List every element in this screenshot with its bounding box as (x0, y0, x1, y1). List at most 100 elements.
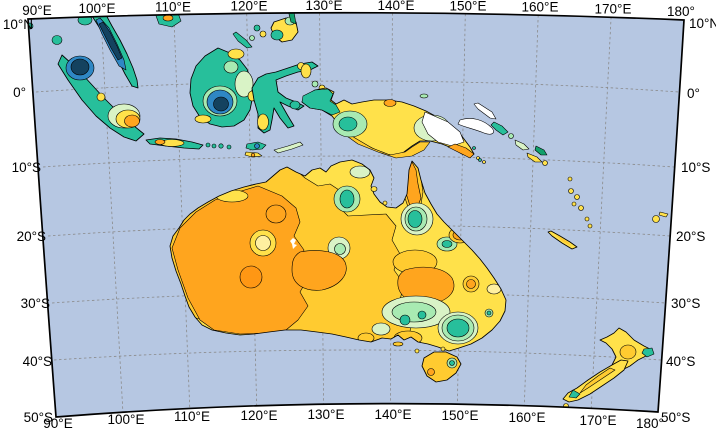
island-dot (478, 158, 482, 162)
viti-levu (652, 215, 660, 223)
new-zealand (562, 327, 655, 409)
gulf-coast-bit (51, 35, 63, 45)
top-axis-label-170e: 170°E (595, 2, 632, 17)
centre-mint-core (334, 243, 346, 255)
island-dot (587, 223, 593, 229)
right-axis-label-0: 0° (687, 86, 700, 101)
meridian-100e (100, 16, 124, 412)
left-axis-label-0: 0° (13, 85, 26, 100)
sumatra (57, 54, 196, 142)
left-axis-label-30s: 30°S (21, 296, 50, 311)
qld-teal-core (407, 210, 423, 228)
mindanao-teal (270, 29, 284, 41)
new-britain (457, 118, 494, 135)
buru (289, 100, 301, 110)
nsw-coast-teal (446, 318, 470, 338)
parallel-0 (35, 80, 680, 93)
palawan-sliver (232, 31, 253, 49)
meridian-150e (456, 13, 466, 407)
malay-peninsula (91, 12, 139, 89)
bougainville (490, 121, 509, 136)
solomon-dark-sliver (534, 145, 548, 156)
nz-east-cape-teal (641, 347, 655, 358)
nodata-zigzag (290, 238, 297, 249)
bottom-axis-label-180: 180° (636, 416, 664, 431)
topend-teal-core (339, 189, 355, 209)
sumba-orange-dot (250, 152, 256, 158)
vic-pale-green (371, 322, 391, 336)
island-dot (259, 30, 267, 38)
malay-navy-core (98, 21, 123, 61)
borneo-ne-mint (223, 60, 239, 74)
bottom-axis-label-160e: 160°E (509, 410, 546, 425)
left-axis-label-10n: 10°N (3, 17, 33, 32)
delta-orange-blob (162, 14, 174, 22)
island-dot (205, 142, 211, 148)
nz-north-golden (619, 344, 637, 360)
borneo-east-pale (234, 70, 254, 98)
island-dot (414, 348, 420, 354)
island-dot (574, 194, 580, 200)
top-axis-label-90e: 90°E (22, 3, 51, 18)
island-dot (311, 80, 319, 88)
nsw-mint-band (391, 301, 437, 323)
island-dot (249, 35, 255, 41)
kangaroo-island (392, 341, 404, 347)
kimberley-orange (265, 204, 287, 224)
borneo-north-yellow (227, 48, 245, 60)
island-dot (568, 188, 574, 194)
meridian-160e (523, 14, 539, 409)
wa-pale-core (255, 235, 271, 251)
bottom-axis-label-100e: 100°E (108, 412, 145, 427)
meridian-110e (173, 14, 191, 409)
island-dot (571, 201, 577, 207)
meridian-170e (590, 16, 612, 412)
top-axis-label-110e: 110°E (155, 0, 191, 15)
centre-orange-blob (291, 250, 347, 291)
sw-deep-orange (239, 265, 263, 289)
ng-tail-orange (447, 143, 475, 159)
new-caledonia-core (555, 234, 571, 246)
qld-teal-2 (441, 240, 453, 248)
right-axis-label-30s: 30°S (671, 296, 700, 311)
island-dot (226, 144, 232, 150)
seq-orange-dot (466, 279, 476, 289)
bottom-axis-label-130e: 130°E (308, 407, 345, 422)
sumatra-orange-core (124, 114, 140, 128)
java-orange-dot (154, 139, 166, 145)
sulawesi (251, 61, 319, 134)
right-axis-label-10n: 10°N (689, 16, 716, 31)
top-axis-label-150e: 150°E (450, 0, 487, 14)
island-dot (218, 143, 224, 149)
flores-blue-dot (254, 143, 260, 149)
top-axis-label-180: 180° (667, 4, 695, 19)
tas-orange-dot (427, 368, 435, 376)
solomon-yellow-sliver (526, 152, 543, 163)
sulawesi-outline (251, 61, 319, 134)
groote-island (370, 186, 378, 192)
left-axis-label-40s: 40°S (23, 354, 52, 369)
ng-north-orange (383, 99, 397, 107)
map-frame-border (27, 11, 685, 418)
right-axis-label-50s: 50°S (661, 410, 690, 425)
manus (419, 93, 429, 99)
tas-teal-dot (449, 360, 455, 366)
bismarck-islands (457, 102, 497, 135)
birds-head-teal (301, 88, 341, 116)
top-axis-label-120e: 120°E (231, 0, 268, 14)
ng-south-golden-band (339, 127, 431, 159)
new-ireland (473, 102, 497, 120)
arnhem-pale (349, 165, 371, 179)
island-dot (211, 143, 217, 149)
island-dot (482, 160, 486, 164)
santa-cruz-dot (567, 176, 573, 182)
right-axis-label-40s: 40°S (666, 354, 695, 369)
borneo-navy-core (213, 96, 229, 112)
left-axis-label-50s: 50°S (24, 410, 53, 425)
top-axis-label-160e: 160°E (522, 0, 559, 15)
top-axis-label-100e: 100°E (79, 1, 116, 16)
nsw-teal-dot-1 (399, 314, 411, 326)
island-dot (578, 205, 584, 211)
top-axis-label-130e: 130°E (306, 0, 343, 13)
